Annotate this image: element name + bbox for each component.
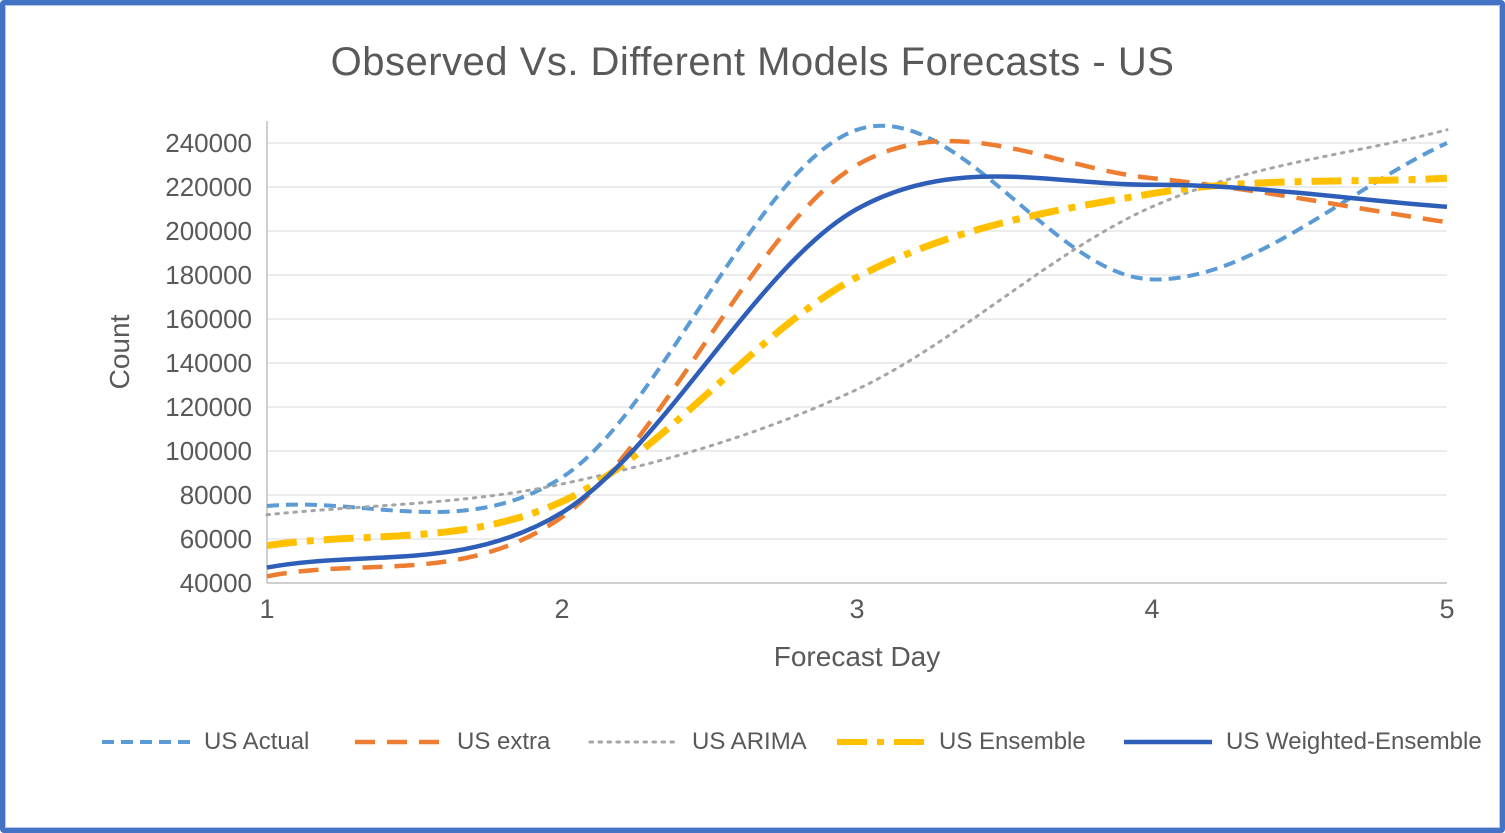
legend-label: US ARIMA [692, 728, 807, 755]
y-tick-label: 240000 [165, 128, 252, 158]
y-tick-label: 40000 [179, 568, 252, 598]
y-tick-label: 60000 [179, 524, 252, 554]
y-tick-label: 120000 [165, 392, 252, 422]
legend-label: US extra [457, 728, 551, 755]
y-tick-label: 100000 [165, 436, 252, 466]
chart-legend: US Actual US extra US ARIMA US Ensemble US W… [0, 724, 1505, 760]
x-tick-label: 5 [1439, 594, 1455, 624]
series-line-us-arima [265, 128, 1449, 517]
legend-swatch-us-extra [355, 739, 443, 745]
y-tick-label: 180000 [165, 260, 252, 290]
legend-item-us-ensemble: US Ensemble [835, 724, 1086, 760]
y-tick-label: 140000 [165, 348, 252, 378]
legend-item-us-arima: US ARIMA [588, 724, 807, 760]
y-axis-title: Count [104, 314, 135, 390]
series-line-us-actual [266, 123, 1448, 514]
legend-swatch-us-arima [588, 740, 680, 744]
legend-label: US Ensemble [939, 728, 1086, 755]
legend-item-us-weighted-ensemble: US Weighted-Ensemble [1122, 724, 1482, 760]
legend-item-us-extra: US extra [353, 724, 550, 760]
legend-label: US Weighted-Ensemble [1226, 728, 1482, 755]
legend-swatch-us-weighted-ensemble [1124, 739, 1212, 745]
x-axis-title: Forecast Day [773, 641, 941, 672]
y-tick-label: 220000 [165, 172, 252, 202]
legend-swatch-us-actual [102, 740, 190, 744]
x-tick-label: 1 [259, 594, 275, 624]
series-line-us-ensemble [266, 174, 1448, 550]
series-line-us-weighted-ensemble [266, 174, 1448, 570]
y-tick-label: 80000 [179, 480, 252, 510]
x-tick-label: 2 [554, 594, 570, 624]
legend-item-us-actual: US Actual [100, 724, 309, 760]
y-tick-label: 200000 [165, 216, 252, 246]
chart-title: Observed Vs. Different Models Forecasts … [330, 40, 1175, 84]
y-tick-label: 160000 [165, 304, 252, 334]
x-tick-label: 4 [1144, 594, 1160, 624]
x-tick-label: 3 [849, 594, 865, 624]
legend-swatch-us-ensemble [837, 739, 925, 745]
legend-label: US Actual [204, 728, 310, 755]
